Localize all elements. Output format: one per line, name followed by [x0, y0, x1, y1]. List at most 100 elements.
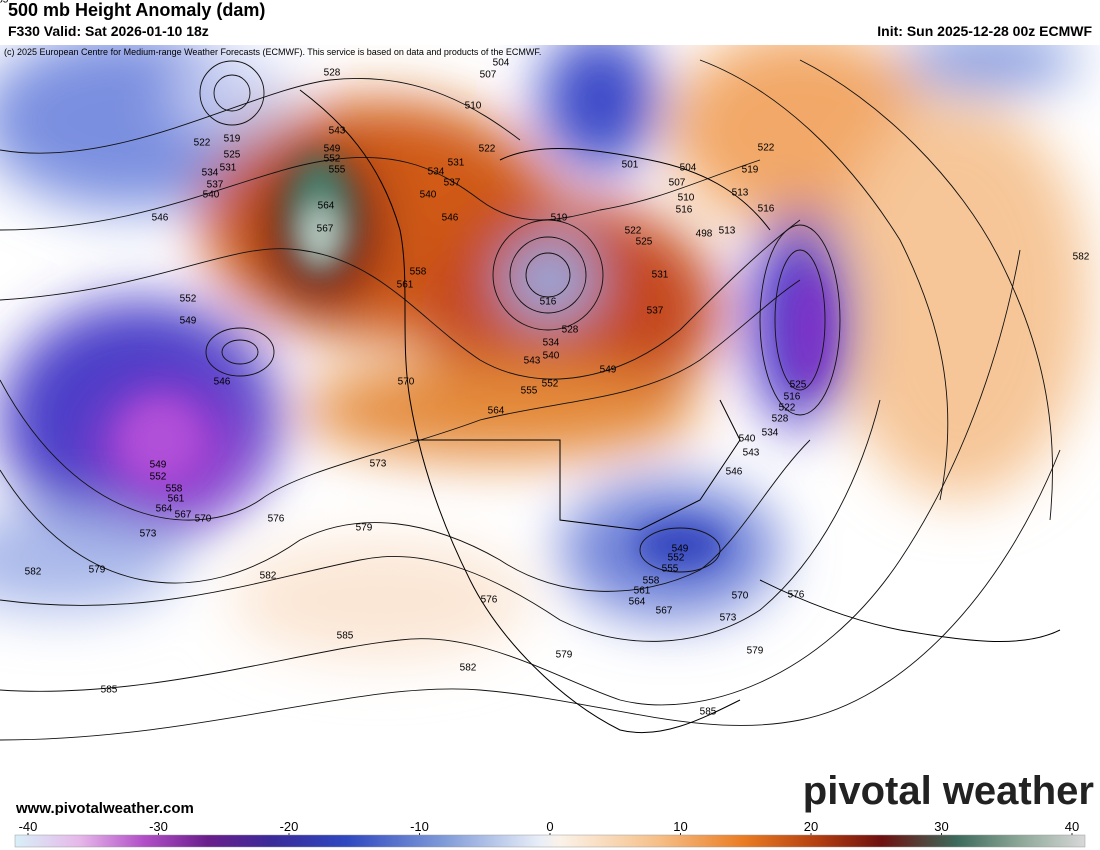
map-area	[0, 30, 1100, 815]
contour-label: 552	[324, 154, 341, 165]
contour-label: 570	[732, 591, 749, 602]
contour-label: 546	[726, 467, 743, 478]
logo: pivotal weather	[803, 769, 1094, 813]
colorbar-tick-label: -30	[149, 819, 168, 834]
contour-label: 564	[629, 597, 646, 608]
contour-label: 567	[317, 224, 334, 235]
contour-label: 540	[543, 351, 560, 362]
colorbar-tick-label: 10	[673, 819, 687, 834]
contour-label: 567	[175, 510, 192, 521]
contour-label: 555	[521, 386, 538, 397]
contour-label: 528	[324, 68, 341, 79]
contour-label: 579	[556, 650, 573, 661]
contour-label: 543	[524, 356, 541, 367]
contour-label: 516	[540, 297, 557, 308]
contour-label: 549	[600, 365, 617, 376]
contour-label: 513	[732, 188, 749, 199]
contour-label: 522	[625, 226, 642, 237]
colorbar-ticks: -40 -30 -20 -10 0 10 20 30 40	[19, 819, 1079, 835]
contour-label: 507	[669, 178, 686, 189]
contour-label: 546	[214, 377, 231, 388]
contour-label: 510	[678, 193, 695, 204]
contour-label: 582	[460, 663, 477, 674]
contour-label: 549	[672, 544, 689, 555]
contour-label: 552	[180, 294, 197, 305]
contour-label: 531	[448, 158, 465, 169]
contour-label: 558	[166, 484, 183, 495]
contour-label: 543	[329, 126, 346, 137]
credit: (c) 2025 European Centre for Medium-rang…	[4, 47, 541, 57]
contour-label: 573	[140, 529, 157, 540]
contour-label: 585	[101, 685, 118, 696]
contour-label: 555	[329, 165, 346, 176]
contour-label: 570	[195, 514, 212, 525]
contour-label: 525	[790, 380, 807, 391]
contour-label: 561	[168, 494, 185, 505]
contour-label: 516	[676, 205, 693, 216]
contour-label: 540	[739, 434, 756, 445]
contour-label: 549	[324, 144, 341, 155]
contour-label: 582	[260, 571, 277, 582]
contour-label: 561	[397, 280, 414, 291]
contour-label: 522	[479, 144, 496, 155]
colorbar-tick-label: -10	[410, 819, 429, 834]
contour-label: 555	[662, 564, 679, 575]
contour-label: 552	[150, 472, 167, 483]
contour-label: 501	[622, 160, 639, 171]
contour-label: 504	[493, 58, 510, 69]
contour-label: 519	[551, 213, 568, 224]
contour-label: 522	[194, 138, 211, 149]
coastlines	[299, 89, 1061, 734]
contour-label: 570	[398, 377, 415, 388]
contour-label: 567	[656, 606, 673, 617]
contour-label: 540	[203, 190, 220, 201]
contour-label: 561	[634, 586, 651, 597]
contour-label: 564	[488, 406, 505, 417]
contour-label: 585	[700, 707, 717, 718]
contour-label: 516	[784, 392, 801, 403]
contour-label: 576	[788, 590, 805, 601]
contour-label: 579	[747, 646, 764, 657]
contour-label: 519	[742, 165, 759, 176]
init-time: Init: Sun 2025-12-28 00z ECMWF	[877, 23, 1092, 39]
contour-label: 543	[743, 448, 760, 459]
contour-label: 507	[480, 70, 497, 81]
contour-label: 582	[1073, 252, 1090, 263]
contour-label: 534	[202, 168, 219, 179]
contour-label: 552	[542, 379, 559, 390]
contours	[0, 59, 1061, 741]
contour-label: 531	[220, 163, 237, 174]
contour-label: 528	[772, 414, 789, 425]
contour-label: 513	[719, 226, 736, 237]
contour-label: 564	[156, 504, 173, 515]
contour-label: 522	[779, 403, 796, 414]
colorbar-tick-label: 0	[546, 819, 553, 834]
title: 500 mb Height Anomaly (dam)	[8, 0, 265, 20]
contour-label: 528	[562, 325, 579, 336]
contour-label: 549	[180, 316, 197, 327]
contour-label: 549	[150, 460, 167, 471]
valid-time: F330 Valid: Sat 2026-01-10 18z	[8, 23, 209, 39]
contour-label: 585	[0, 0, 9, 6]
contour-label: 534	[543, 338, 560, 349]
contour-label: 552	[668, 553, 685, 564]
colorbar-tick-label: -40	[19, 819, 38, 834]
contour-label: 525	[636, 237, 653, 248]
contour-label: 537	[444, 178, 461, 189]
contour-label: 546	[152, 213, 169, 224]
contour-label: 582	[25, 567, 42, 578]
website: www.pivotalweather.com	[15, 800, 194, 817]
contour-label: 519	[224, 134, 241, 145]
contour-label: 498	[696, 229, 713, 240]
colorbar-tick-label: 40	[1065, 819, 1079, 834]
contour-label: 585	[337, 631, 354, 642]
colorbar-tick-label: 20	[804, 819, 818, 834]
colorbar	[14, 834, 1086, 848]
colorbar-tick-label: -20	[280, 819, 299, 834]
contour-label: 510	[465, 101, 482, 112]
contour-label: 534	[428, 167, 445, 178]
contour-label: 525	[224, 150, 241, 161]
contour-label: 531	[652, 270, 669, 281]
